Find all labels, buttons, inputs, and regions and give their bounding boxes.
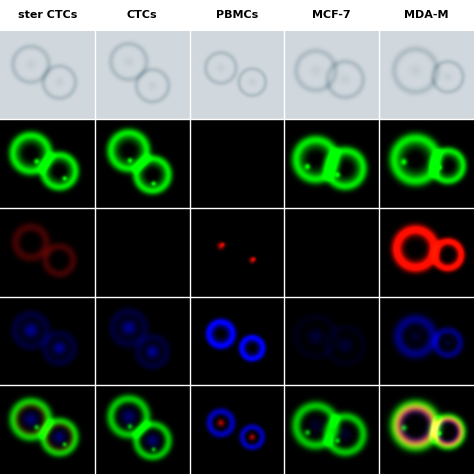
Text: ster CTCs: ster CTCs (18, 10, 77, 20)
Text: CTCs: CTCs (127, 10, 157, 20)
Text: PBMCs: PBMCs (216, 10, 258, 20)
Text: MCF-7: MCF-7 (312, 10, 351, 20)
Text: MDA-M: MDA-M (404, 10, 449, 20)
